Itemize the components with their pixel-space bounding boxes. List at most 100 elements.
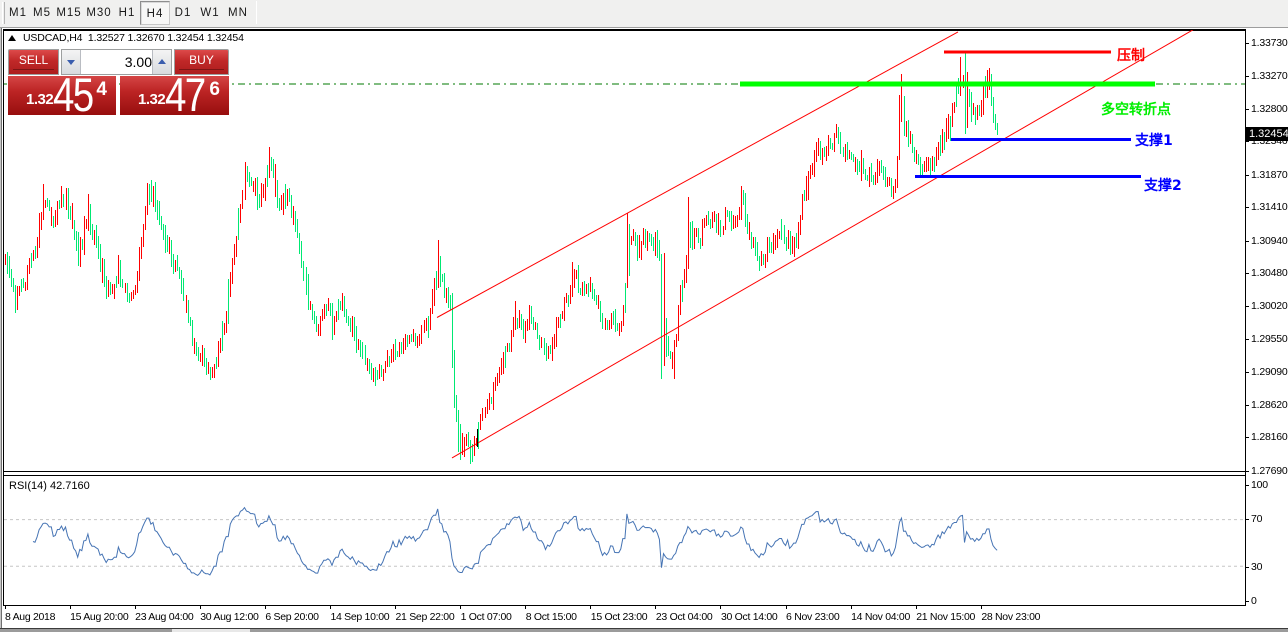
price-axis-tick: [1245, 305, 1249, 307]
timeframe-button-mn[interactable]: MN: [228, 7, 248, 19]
time-axis-tick: [134, 605, 136, 609]
price-axis-tick: [1245, 338, 1249, 340]
time-axis-label: 21 Sep 22:00: [395, 611, 455, 623]
price-axis-tick: [1245, 174, 1249, 176]
rsi-value: 42.7160: [49, 480, 90, 492]
price-axis-label: 1.30940: [1251, 234, 1288, 247]
timeframe-button-m1[interactable]: M1: [9, 7, 27, 19]
lot-size-input[interactable]: [82, 50, 152, 74]
price-axis-tick: [1245, 437, 1249, 439]
window-bottom-segment: [172, 629, 250, 632]
sell-button[interactable]: SELL: [8, 49, 59, 75]
price-scale-border: [1245, 29, 1246, 606]
main-bottom-border: [3, 471, 1246, 472]
time-axis-label: 30 Aug 12:00: [200, 611, 259, 623]
timeframe-button-d1[interactable]: D1: [174, 7, 192, 19]
chart-top-border: [3, 29, 1246, 31]
price-axis-label: 1.28160: [1251, 431, 1288, 444]
time-axis-tick: [980, 605, 982, 609]
main-pane: [4, 30, 1245, 464]
sell-price-prefix: 1.32: [26, 91, 54, 108]
rsi-name: RSI(14): [9, 480, 47, 492]
time-axis-label: 8 Aug 2018: [5, 611, 56, 623]
time-axis-tick: [785, 605, 787, 609]
rsi-indicator-label: RSI(14) 42.7160: [9, 480, 90, 492]
price-axis-label: 1.33730: [1251, 37, 1288, 49]
rsi-axis-label: 30: [1251, 560, 1263, 573]
price-axis-label: 1.29550: [1251, 332, 1288, 345]
lot-size-spinner: [61, 49, 172, 75]
price-axis-tick: [1245, 141, 1249, 143]
buy-underline: [179, 69, 224, 70]
time-axis-label: 30 Oct 14:00: [720, 611, 778, 623]
price-axis-label: 1.28620: [1251, 398, 1288, 411]
annotation-resistance[interactable]: 压制: [1117, 47, 1145, 64]
timeframe-button-m30[interactable]: M30: [86, 7, 112, 19]
lots-increase-button[interactable]: [152, 50, 171, 74]
price-axis-tick: [1245, 43, 1249, 44]
window-left-edge: [0, 28, 2, 628]
annotation-support1[interactable]: 支撑1: [1135, 132, 1173, 149]
current-price-tag: 1.32454: [1246, 126, 1288, 141]
price-axis-label: 1.30020: [1251, 299, 1288, 312]
buy-button[interactable]: BUY: [174, 49, 229, 75]
time-axis-tick: [590, 605, 592, 609]
rsi-pane: [4, 506, 1245, 577]
toolbar: M1 M5 M15 M30 H1 H4 D1 W1 MN: [0, 0, 1288, 28]
time-axis-tick: [264, 605, 266, 609]
annotation-support2[interactable]: 支撑2: [1144, 177, 1182, 194]
chart-window: [0, 28, 1288, 628]
chevron-up-icon: [158, 59, 166, 64]
sell-underline: [13, 69, 54, 70]
price-axis-label: 1.30480: [1251, 267, 1288, 280]
one-click-trading-widget: SELL BUY 1.32 45 4 1.32 47 6: [8, 49, 229, 115]
buy-price-main: 47: [165, 76, 206, 115]
time-axis-tick: [199, 605, 201, 609]
symbol-collapse-triangle-icon[interactable]: [8, 35, 16, 41]
time-axis-tick: [655, 605, 657, 609]
window-bottom-edge: [0, 628, 1288, 632]
channel-lower-trendline[interactable]: [451, 30, 1194, 459]
time-axis-label: 8 Oct 15:00: [525, 611, 577, 623]
price-axis-tick: [1245, 207, 1249, 209]
sell-price-pip: 4: [96, 79, 107, 100]
price-axis-label: 1.31870: [1251, 168, 1288, 181]
rsi-axis-tick: [1245, 566, 1249, 568]
time-axis-tick: [915, 605, 917, 609]
timeframe-button-w1[interactable]: W1: [200, 7, 220, 19]
price-axis-tick: [1245, 240, 1249, 242]
channel-upper-trendline[interactable]: [436, 31, 959, 318]
price-axis-tick: [1245, 404, 1249, 406]
rsi-axis-tick: [1245, 484, 1249, 486]
buy-price-panel[interactable]: 1.32 47 6: [120, 76, 229, 115]
price-axis-label: 1.27690: [1251, 464, 1288, 477]
chart-left-border: [3, 29, 4, 606]
price-axis-label: 1.33270: [1251, 69, 1288, 82]
timeframe-button-m15[interactable]: M15: [56, 7, 82, 19]
buy-button-label: BUY: [189, 53, 214, 67]
rsi-axis-label: 100: [1251, 478, 1268, 491]
price-axis-tick: [1245, 470, 1249, 472]
symbol-ohlc-values: 1.32527 1.32670 1.32454 1.32454: [87, 32, 244, 44]
bars-up: [5, 57, 990, 457]
sell-price-panel[interactable]: 1.32 45 4: [8, 76, 116, 115]
timeframe-button-h4[interactable]: H4: [140, 1, 170, 25]
time-axis-tick: [329, 605, 331, 609]
timeframe-button-h1[interactable]: H1: [118, 7, 136, 19]
time-axis-label: 14 Nov 04:00: [851, 611, 911, 623]
price-axis-tick: [1245, 273, 1249, 275]
rsi-top-border: [3, 475, 1246, 476]
rsi-axis-label: 70: [1251, 512, 1263, 525]
buy-price-prefix: 1.32: [138, 91, 166, 108]
time-axis-tick: [69, 605, 71, 609]
time-axis-label: 6 Nov 23:00: [786, 611, 840, 623]
annotation-pivot[interactable]: 多空转折点: [1101, 101, 1171, 118]
sell-price-main: 45: [53, 76, 94, 115]
time-axis-tick: [720, 605, 722, 609]
toolbar-grip-handle[interactable]: [2, 2, 5, 24]
timeframe-button-m5[interactable]: M5: [33, 7, 51, 19]
lots-decrease-button[interactable]: [62, 50, 81, 74]
price-axis-tick: [1245, 371, 1249, 373]
bars-down: [7, 53, 998, 464]
